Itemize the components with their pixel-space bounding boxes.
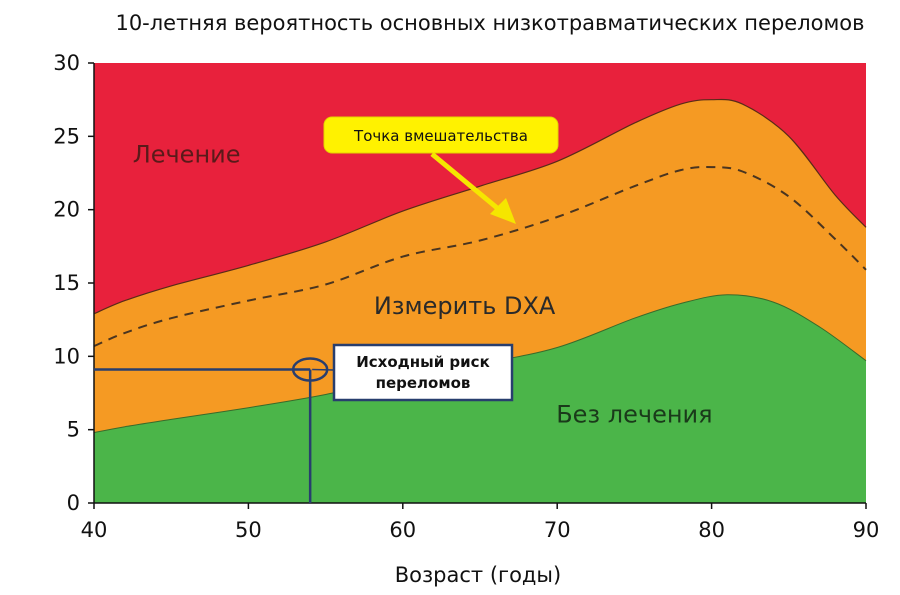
intervention-arrow-shaft — [430, 152, 504, 214]
baseline-callout-line-2: переломов — [376, 374, 471, 392]
intervention-callout-label: Точка вмешательства — [353, 127, 528, 145]
baseline-callout-box — [332, 343, 514, 402]
x-tick-label: 80 — [698, 518, 725, 542]
baseline-callout-line-1: Исходный риск — [356, 353, 490, 371]
no-treatment-region-label: Без лечения — [556, 400, 712, 428]
x-tick-label: 40 — [81, 518, 108, 542]
x-tick-label: 50 — [235, 518, 262, 542]
y-tick-label: 15 — [53, 271, 80, 295]
intervention-point-callout: Точка вмешательства — [323, 116, 559, 224]
x-tick-label: 70 — [544, 518, 571, 542]
y-tick-label: 25 — [53, 124, 80, 148]
upper-threshold-line — [93, 98, 867, 315]
axes: 0 5 10 15 20 25 30 40 50 60 70 80 90 — [53, 51, 879, 542]
chart-title: 10-летняя вероятность основных низкотрав… — [115, 11, 864, 35]
measure-dxa-region-label: Измерить DXA — [374, 292, 556, 320]
intervention-arrow-head — [490, 198, 516, 224]
y-tick-label: 30 — [53, 51, 80, 75]
x-tick-label: 90 — [853, 518, 880, 542]
treatment-region-label: Лечение — [133, 141, 241, 169]
y-axis-ticks: 0 5 10 15 20 25 30 — [53, 51, 94, 515]
intervention-callout-box — [323, 116, 559, 154]
x-axis-label: Возраст (годы) — [395, 563, 561, 587]
baseline-risk-callout: Исходный риск переломов — [332, 343, 514, 402]
y-tick-label: 5 — [67, 418, 80, 442]
y-tick-label: 10 — [53, 344, 80, 368]
x-tick-label: 60 — [389, 518, 416, 542]
y-tick-label: 0 — [67, 491, 80, 515]
x-axis-ticks: 40 50 60 70 80 90 — [81, 503, 880, 542]
y-tick-label: 20 — [53, 198, 80, 222]
baseline-risk-marker — [94, 357, 335, 503]
intervention-threshold-line — [93, 166, 867, 348]
